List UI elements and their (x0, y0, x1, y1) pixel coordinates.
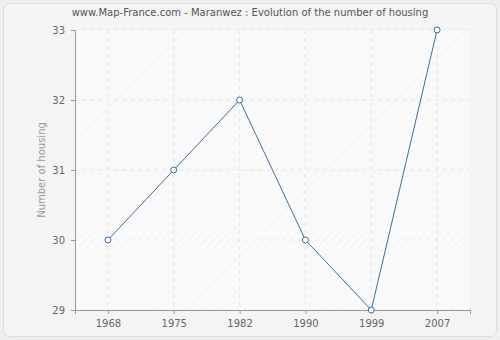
tick: 30 (52, 235, 75, 246)
tick-label: 32 (52, 95, 65, 106)
y-axis-title: Number of housing (36, 122, 47, 218)
grid-line (107, 30, 108, 310)
tick: 1975 (162, 310, 187, 329)
tick-label: 1990 (293, 318, 318, 329)
chart: 29 30 31 32 33 1968 1975 1982 1990 1999 2007 www.Ma… (0, 0, 500, 340)
tick-mark (71, 30, 75, 31)
point (105, 237, 111, 243)
grid-line (75, 30, 470, 31)
grid-line (75, 240, 470, 241)
y-axis: 29 30 31 32 33 (52, 25, 75, 316)
plot-area (75, 30, 470, 310)
background (0, 0, 500, 340)
tick-label: 31 (52, 165, 65, 176)
tick-mark (71, 240, 75, 241)
tick-label: 1999 (359, 318, 384, 329)
axis-line (71, 31, 76, 311)
tick: 1982 (227, 310, 252, 329)
tick-label: 2007 (425, 318, 450, 329)
tick-label: 1975 (162, 318, 187, 329)
series (105, 27, 440, 313)
frame (4, 4, 497, 337)
grid (75, 30, 470, 310)
grid-line (75, 100, 470, 101)
point (434, 27, 440, 33)
tick-label: 33 (52, 25, 65, 36)
tick: 1990 (293, 310, 318, 329)
tick-label: 29 (52, 305, 65, 316)
tick: 32 (52, 95, 75, 106)
tick: 29 (52, 305, 75, 316)
point (302, 237, 308, 243)
tick-mark (305, 310, 306, 314)
tick-label: 1982 (227, 318, 252, 329)
tick-mark (108, 310, 109, 314)
line (108, 30, 437, 310)
tick: 2007 (425, 310, 450, 329)
tick-mark (71, 310, 75, 311)
tick-mark (240, 310, 241, 314)
point (237, 97, 243, 103)
point (171, 167, 177, 173)
grid-line (305, 30, 306, 310)
x-axis: 1968 1975 1982 1990 1999 2007 (76, 310, 471, 329)
tick-mark (174, 310, 175, 314)
tick-mark (71, 100, 75, 101)
axis-line (76, 311, 471, 315)
tick-mark (71, 170, 75, 171)
grid-line (239, 30, 240, 310)
grid-line (437, 30, 438, 310)
tick-label: 1968 (96, 318, 121, 329)
plot: 29 30 31 32 33 1968 1975 1982 1990 1999 2007 (52, 25, 470, 329)
title: www.Map-France.com - Maranwez : Evolutio… (72, 7, 429, 18)
tick-label: 30 (52, 235, 65, 246)
tick: 33 (52, 25, 75, 36)
tick-mark (437, 310, 438, 314)
point (368, 307, 374, 313)
grid-line (371, 30, 372, 310)
tick: 31 (52, 165, 75, 176)
tick: 1968 (96, 310, 121, 329)
